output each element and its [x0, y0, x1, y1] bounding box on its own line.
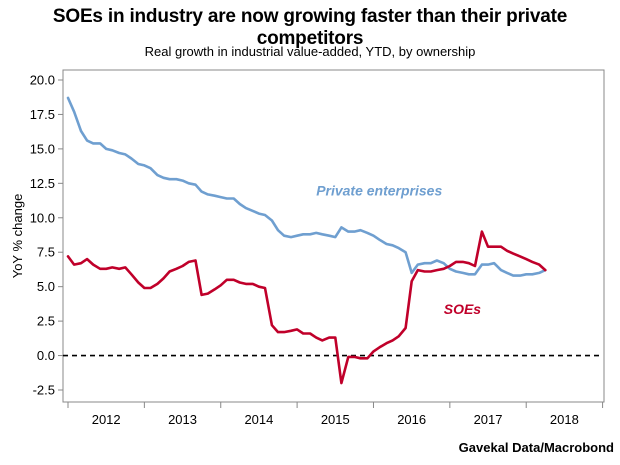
y-axis-label: YoY % change: [10, 194, 25, 279]
y-tick-label: 17.5: [30, 107, 55, 122]
series-label-private-enterprises: Private enterprises: [316, 183, 442, 199]
x-tick-label: 2013: [168, 412, 197, 427]
x-tick-label: 2015: [321, 412, 350, 427]
x-tick-label: 2018: [550, 412, 579, 427]
y-tick-label: 15.0: [30, 141, 55, 156]
y-axis: 20.0 17.5 15.0 12.5 10.0 7.5 5.0 2.5 0.0 -2.5: [30, 73, 63, 398]
x-tick-label: 2014: [244, 412, 273, 427]
y-tick-label: 5.0: [37, 279, 55, 294]
series-labels: Private enterprises SOEs: [316, 183, 481, 317]
y-tick-label: 0.0: [37, 348, 55, 363]
y-tick-label: 12.5: [30, 176, 55, 191]
chart-title: SOEs in industry are now growing faster …: [52, 6, 568, 49]
x-axis: 2012 2013 2014 2015 2016 2017 2018: [67, 402, 604, 427]
source-credit: Gavekal Data/Macrobond: [458, 440, 614, 455]
series-line-soes: [66, 230, 547, 385]
y-tick-label: 7.5: [37, 245, 55, 260]
series-label-soes: SOEs: [444, 301, 482, 317]
x-tick-label: 2012: [92, 412, 121, 427]
y-tick-label: -2.5: [33, 383, 55, 398]
series-group: [66, 96, 547, 385]
chart-subtitle: Real growth in industrial value-added, Y…: [144, 44, 476, 59]
y-tick-label: 10.0: [30, 210, 55, 225]
plot-frame: [62, 69, 605, 403]
y-tick-label: 2.5: [37, 314, 55, 329]
series-line-private-enterprises: [66, 96, 547, 277]
x-tick-label: 2017: [474, 412, 503, 427]
y-tick-label: 20.0: [30, 73, 55, 88]
x-tick-label: 2016: [397, 412, 426, 427]
